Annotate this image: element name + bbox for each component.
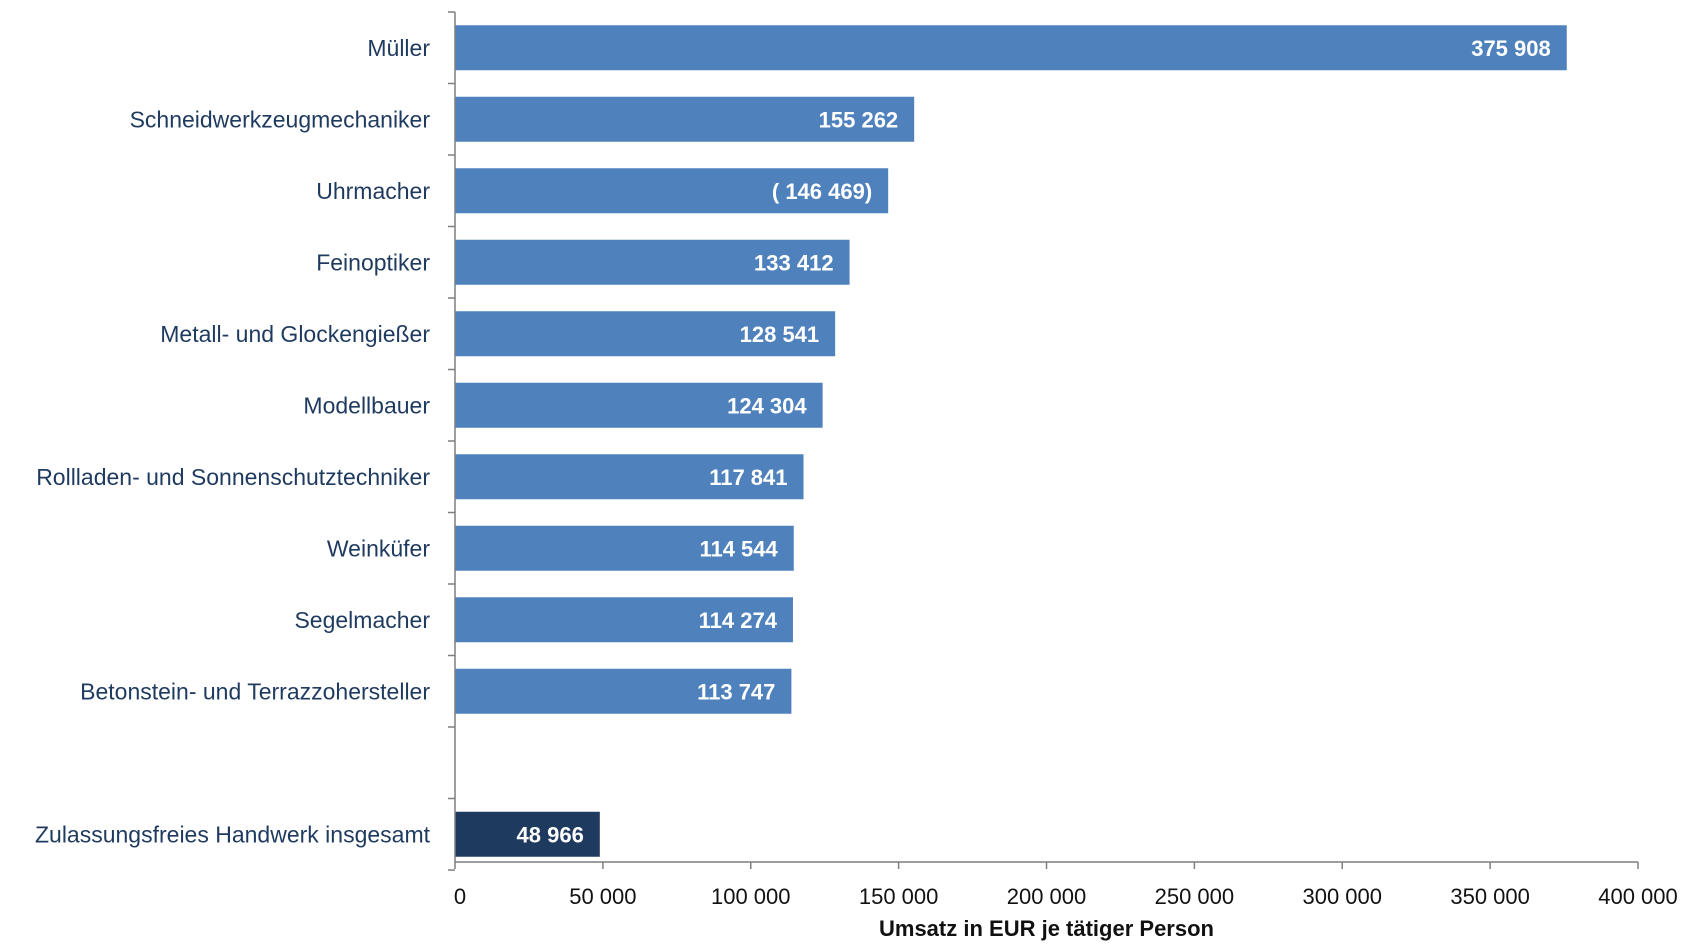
data-label: 124 304 (727, 393, 807, 418)
category-label: Rollladen- und Sonnenschutztechniker (36, 464, 430, 490)
category-label: Zulassungsfreies Handwerk insgesamt (35, 821, 431, 847)
data-label: 375 908 (1471, 36, 1551, 61)
category-label: Modellbauer (303, 392, 430, 418)
bar-total (455, 811, 600, 857)
category-label: Schneidwerkzeugmechaniker (130, 106, 431, 132)
data-label: 155 262 (819, 107, 899, 132)
data-label: 114 544 (699, 536, 778, 561)
bar (455, 597, 793, 643)
data-label: 117 841 (709, 465, 787, 490)
bars-layer: 375 908 Müller 155 262 Schneidwerkzeugmecha… (35, 25, 1567, 857)
bar (455, 168, 889, 214)
bar (455, 454, 804, 500)
category-label: Feinoptiker (316, 249, 430, 275)
category-label: Metall- und Glockengießer (160, 321, 430, 347)
data-label: 48 966 (517, 822, 584, 847)
bar (455, 25, 1567, 71)
category-label: Uhrmacher (316, 178, 430, 204)
data-label: 133 412 (754, 250, 834, 275)
bar (455, 239, 850, 285)
data-label: 114 274 (699, 608, 778, 633)
bar (455, 668, 792, 714)
x-tick-label: 300 000 (1302, 884, 1382, 909)
category-label: Betonstein- und Terrazzohersteller (80, 678, 430, 704)
x-tick-label: 50 000 (569, 884, 636, 909)
x-tick-label: 0 (454, 884, 466, 909)
x-tick-label: 100 000 (711, 884, 791, 909)
bar (455, 525, 794, 571)
data-label: ( 146 469) (772, 179, 872, 204)
bar (455, 311, 836, 357)
x-tick-label: 200 000 (1007, 884, 1087, 909)
bar (455, 96, 915, 142)
category-label: Müller (367, 35, 430, 61)
x-tick-label: 250 000 (1155, 884, 1235, 909)
x-axis-title: Umsatz in EUR je tätiger Person (879, 916, 1214, 941)
data-label: 113 747 (697, 679, 775, 704)
data-label: 128 541 (740, 322, 820, 347)
bar (455, 382, 823, 428)
category-label: Weinküfer (327, 535, 430, 561)
x-tick-label: 400 000 (1598, 884, 1678, 909)
x-tick-label: 350 000 (1450, 884, 1530, 909)
axis-layer: 0 50 000 100 000 150 000 200 000 250 000 300 0… (448, 11, 1678, 909)
x-tick-label: 150 000 (859, 884, 939, 909)
category-label: Segelmacher (294, 607, 430, 633)
